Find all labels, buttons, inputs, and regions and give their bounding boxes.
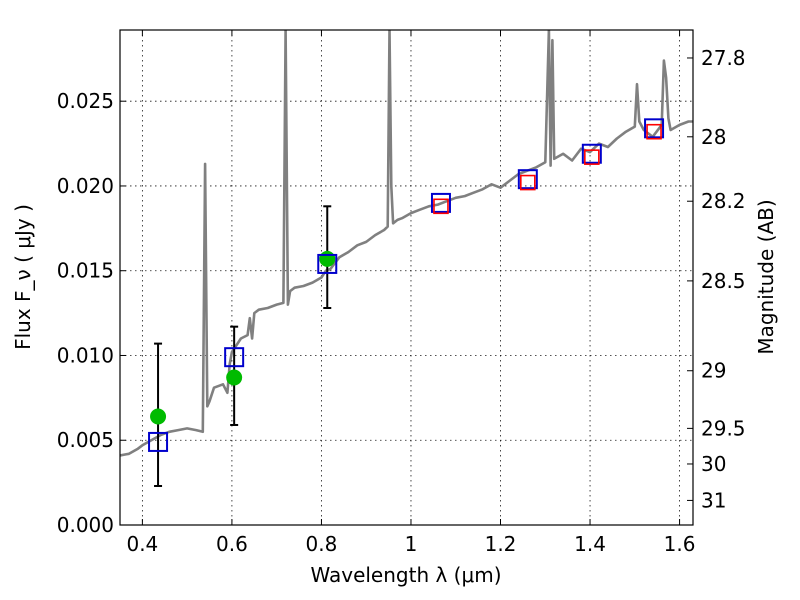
y-tick-label: 0.010	[57, 343, 114, 367]
model-flux-square-red	[433, 198, 449, 215]
y2-tick-label: 29.5	[701, 416, 746, 440]
y2-tick-label: 30	[701, 452, 726, 476]
marker-layer	[148, 118, 665, 488]
x-tick-label: 0.6	[216, 532, 248, 556]
model-flux-square-blue	[581, 143, 602, 164]
model-flux-square-blue	[644, 118, 665, 139]
observed-flux-point	[226, 369, 243, 386]
model-flux-square-blue	[317, 253, 338, 274]
model-flux-square-red	[646, 123, 662, 140]
y2-tick-label: 27.8	[701, 46, 746, 70]
y-tick-label: 0.015	[57, 259, 114, 283]
y2-axis-label: Magnitude (AB)	[754, 199, 778, 354]
x-tick-label: 1	[405, 532, 418, 556]
model-flux-square-blue	[224, 347, 245, 368]
spectrum-layer	[120, 30, 693, 457]
model-flux-square-blue	[430, 192, 451, 213]
y2-tick-label: 29	[701, 359, 726, 383]
model-flux-square-blue	[148, 431, 169, 452]
y-axis-label: Flux F_ν ( μJy )	[11, 204, 35, 350]
x-tick-label: 0.8	[306, 532, 338, 556]
model-flux-square-red	[584, 149, 600, 165]
y-tick-label: 0.020	[57, 174, 114, 198]
x-tick-label: 1.2	[485, 532, 517, 556]
tick-layer: 0.4 0.6 0.8 1 1.2 1.4 1.6 0.000 0.005 0.010 0.015 0…	[57, 30, 746, 556]
y2-tick-label: 28.5	[701, 269, 746, 293]
y2-tick-label: 28	[701, 125, 726, 149]
x-axis-label: Wavelength λ (μm)	[310, 563, 501, 587]
observed-flux-point	[319, 250, 336, 267]
x-tick-label: 1.4	[574, 532, 606, 556]
spectrum-line	[120, 30, 693, 457]
observed-flux-point	[150, 408, 167, 425]
model-flux-square-red	[520, 174, 536, 191]
y-tick-label: 0.005	[57, 428, 114, 452]
y2-tick-label: 28.2	[701, 189, 746, 213]
y-tick-label: 0.000	[57, 513, 114, 537]
y-tick-label: 0.025	[57, 89, 114, 113]
x-tick-label: 1.6	[664, 532, 696, 556]
plot-frame	[119, 29, 694, 526]
y2-tick-label: 31	[701, 488, 726, 512]
model-flux-square-blue	[517, 169, 538, 190]
x-tick-label: 0.4	[126, 532, 158, 556]
